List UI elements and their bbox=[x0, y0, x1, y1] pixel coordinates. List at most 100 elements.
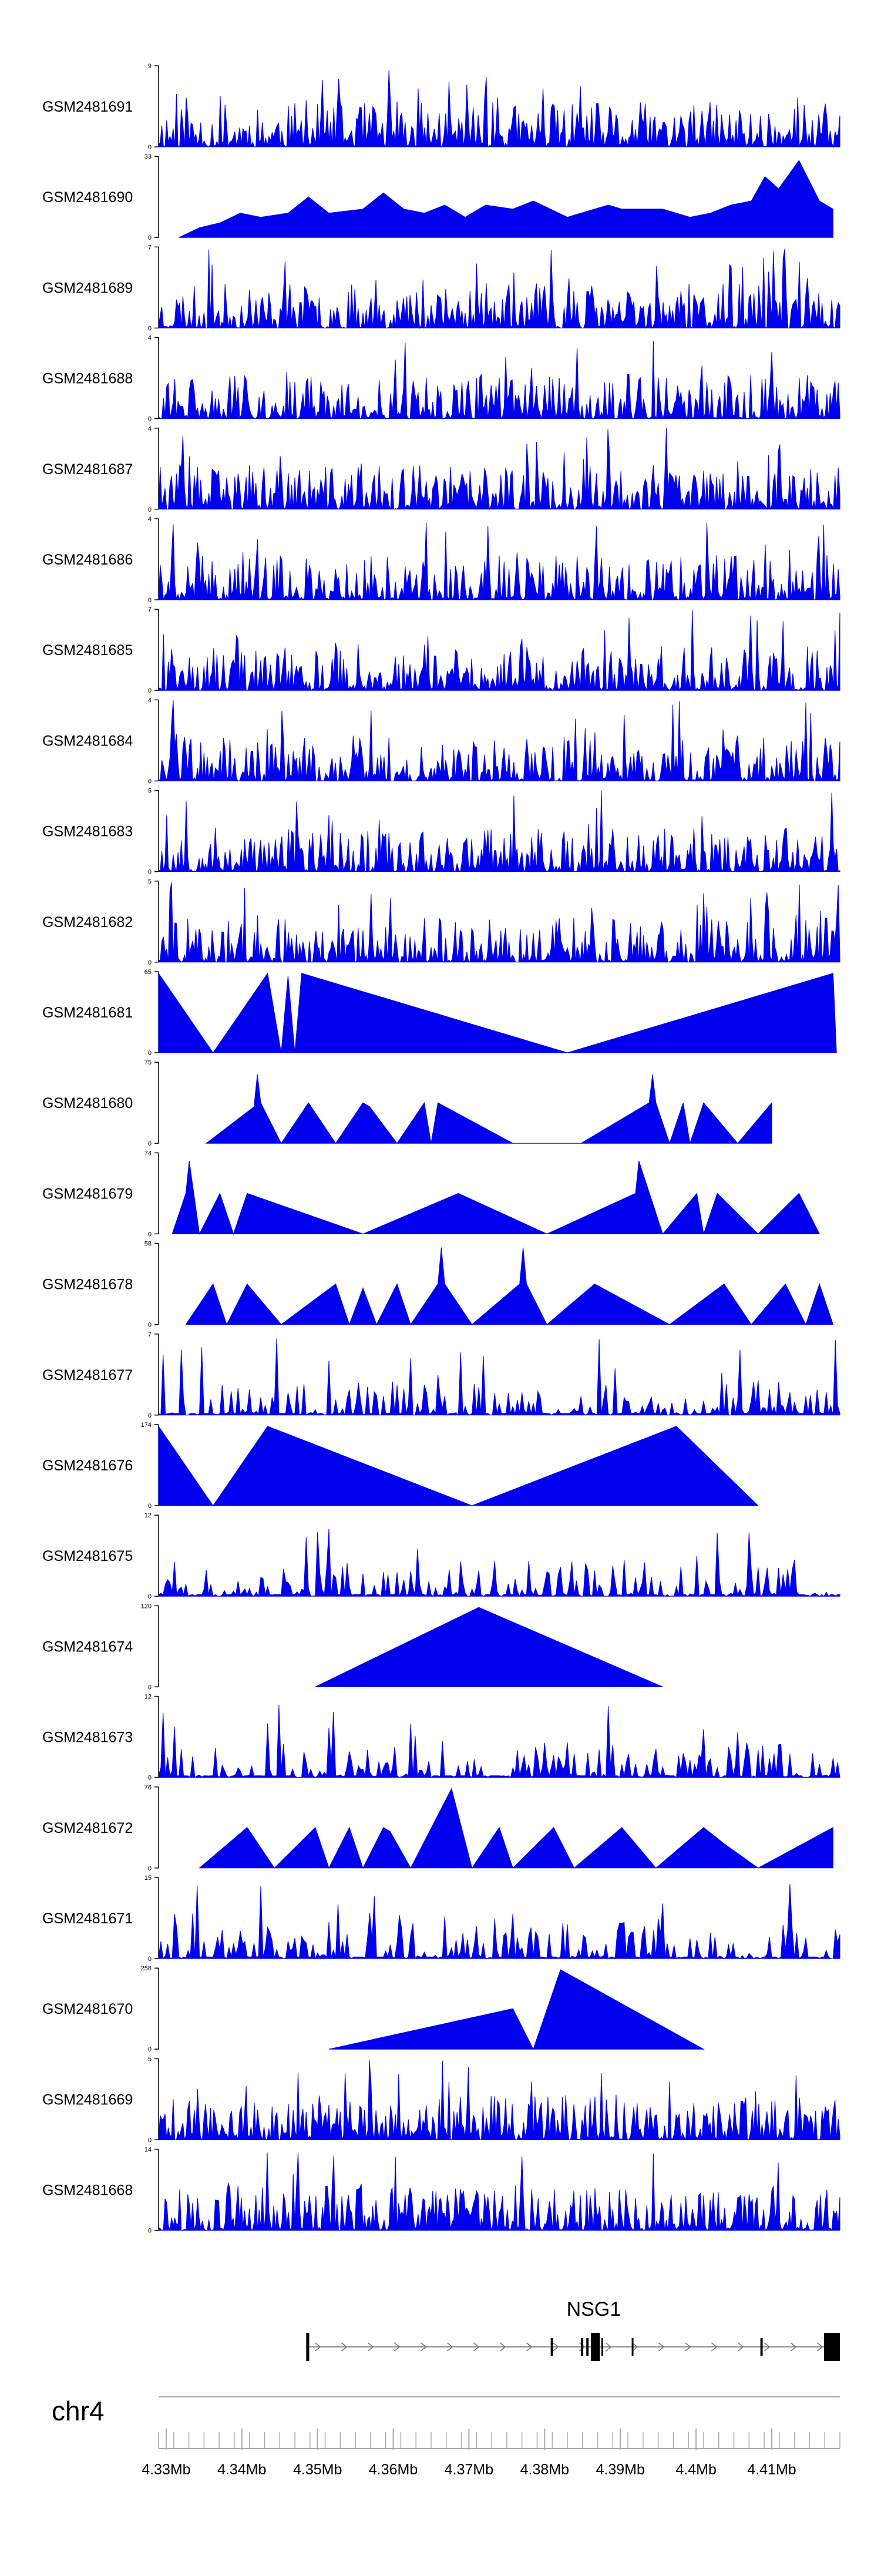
track-GSM2481668: GSM2481668 14 0 bbox=[42, 2147, 840, 2235]
gene-exon bbox=[586, 2338, 589, 2356]
track-GSM2481678: GSM2481678 58 0 bbox=[42, 1241, 834, 1329]
y-tick-label-max: 5 bbox=[148, 788, 152, 795]
y-tick-label-max: 65 bbox=[144, 969, 152, 976]
gene-exon bbox=[601, 2338, 603, 2356]
coverage-area bbox=[158, 70, 840, 148]
track-GSM2481685: GSM2481685 7 0 bbox=[42, 606, 840, 694]
strand-chevron-icon bbox=[420, 2342, 427, 2352]
strand-chevron-icon bbox=[711, 2342, 718, 2352]
strand-chevron-icon bbox=[631, 2342, 638, 2352]
y-tick-label-min: 0 bbox=[148, 2046, 152, 2053]
y-tick-label-min: 0 bbox=[148, 506, 152, 513]
genome-axis: chr4 4.33Mb 4.34Mb 4.35Mb 4.36Mb 4.37Mb 4.38Mb… bbox=[52, 2396, 840, 2478]
strand-chevron-icon bbox=[737, 2342, 744, 2352]
y-tick-label-min: 0 bbox=[148, 1684, 152, 1691]
track-GSM2481683: GSM2481683 5 0 bbox=[42, 788, 840, 876]
track-label: GSM2481684 bbox=[42, 733, 133, 749]
strand-chevron-icon bbox=[790, 2342, 797, 2352]
coverage-area bbox=[172, 1161, 821, 1235]
coverage-area bbox=[158, 700, 840, 782]
chromosome-label: chr4 bbox=[52, 2396, 104, 2426]
coverage-area bbox=[158, 1425, 759, 1506]
gene-exon bbox=[590, 2333, 600, 2361]
coverage-area bbox=[158, 1884, 840, 1960]
gene-model-NSG1: NSG1 bbox=[306, 2298, 840, 2361]
x-tick-label: 4.38Mb bbox=[520, 2461, 569, 2478]
coverage-area bbox=[158, 2060, 840, 2141]
coverage-area bbox=[179, 160, 833, 238]
y-tick-label-max: 4 bbox=[148, 697, 152, 704]
track-GSM2481671: GSM2481671 15 0 bbox=[42, 1875, 840, 1963]
track-label: GSM2481671 bbox=[42, 1910, 133, 1927]
y-tick-label-min: 0 bbox=[148, 959, 152, 966]
x-tick-label: 4.39Mb bbox=[596, 2461, 645, 2478]
strand-chevron-icon bbox=[499, 2342, 506, 2352]
coverage-area bbox=[315, 1607, 663, 1687]
track-label: GSM2481669 bbox=[42, 2091, 133, 2108]
track-label: GSM2481685 bbox=[42, 642, 133, 659]
y-tick-label-max: 7 bbox=[148, 244, 152, 251]
x-tick-label: 4.37Mb bbox=[445, 2461, 493, 2478]
track-GSM2481684: GSM2481684 4 0 bbox=[42, 697, 840, 785]
track-label: GSM2481679 bbox=[42, 1185, 133, 1202]
track-GSM2481682: GSM2481682 5 0 bbox=[42, 878, 840, 966]
gene-exon bbox=[581, 2338, 584, 2356]
x-tick-label: 4.33Mb bbox=[142, 2461, 190, 2478]
y-tick-label-min: 0 bbox=[148, 687, 152, 694]
track-label: GSM2481681 bbox=[42, 1005, 133, 1021]
y-tick-label-min: 0 bbox=[148, 1956, 152, 1963]
coverage-area bbox=[328, 1969, 705, 2050]
y-tick-label-max: 12 bbox=[144, 1694, 152, 1701]
track-GSM2481669: GSM2481669 5 0 bbox=[42, 2056, 840, 2144]
coverage-area bbox=[158, 522, 840, 601]
strand-chevron-icon bbox=[394, 2342, 401, 2352]
strand-chevron-icon bbox=[473, 2342, 480, 2352]
y-tick-label-max: 4 bbox=[148, 516, 152, 523]
coverage-area bbox=[158, 609, 840, 692]
gene-exon bbox=[760, 2338, 763, 2356]
strand-chevron-icon bbox=[526, 2342, 533, 2352]
track-label: GSM2481690 bbox=[42, 189, 133, 206]
track-label: GSM2481670 bbox=[42, 2001, 133, 2017]
coverage-area bbox=[158, 1529, 840, 1598]
track-GSM2481687: GSM2481687 4 0 bbox=[42, 425, 840, 513]
track-label: GSM2481672 bbox=[42, 1820, 133, 1836]
track-label: GSM2481689 bbox=[42, 280, 133, 296]
coverage-area bbox=[158, 791, 840, 873]
y-tick-label-min: 0 bbox=[148, 778, 152, 785]
track-GSM2481673: GSM2481673 12 0 bbox=[42, 1694, 840, 1782]
y-tick-label-min: 0 bbox=[148, 1593, 152, 1600]
y-tick-label-min: 0 bbox=[148, 234, 152, 241]
track-GSM2481670: GSM2481670 258 0 bbox=[42, 1965, 705, 2053]
coverage-area bbox=[185, 1247, 834, 1326]
track-label: GSM2481673 bbox=[42, 1729, 133, 1746]
y-tick-label-max: 5 bbox=[148, 878, 152, 885]
track-label: GSM2481683 bbox=[42, 824, 133, 840]
strand-chevron-icon bbox=[314, 2342, 321, 2352]
strand-chevron-icon bbox=[764, 2342, 771, 2352]
y-tick-label-max: 7 bbox=[148, 606, 152, 613]
y-tick-label-max: 120 bbox=[141, 1603, 152, 1610]
track-GSM2481688: GSM2481688 4 0 bbox=[42, 335, 840, 423]
y-tick-label-max: 258 bbox=[141, 1965, 152, 1972]
coverage-area bbox=[158, 972, 837, 1053]
y-tick-label-max: 74 bbox=[144, 1150, 152, 1157]
track-GSM2481681: GSM2481681 65 0 bbox=[42, 969, 837, 1057]
y-tick-label-max: 5 bbox=[148, 2056, 152, 2063]
track-GSM2481679: GSM2481679 74 0 bbox=[42, 1150, 821, 1238]
gene-exon bbox=[306, 2333, 310, 2361]
y-tick-label-max: 4 bbox=[148, 335, 152, 342]
y-tick-label-min: 0 bbox=[148, 1775, 152, 1782]
y-tick-label-min: 0 bbox=[148, 1503, 152, 1510]
strand-chevron-icon bbox=[816, 2342, 823, 2352]
track-label: GSM2481674 bbox=[42, 1638, 133, 1655]
y-tick-label-max: 58 bbox=[144, 1241, 152, 1248]
track-GSM2481677: GSM2481677 7 0 bbox=[42, 1331, 840, 1419]
strand-chevron-icon bbox=[552, 2342, 559, 2352]
track-GSM2481691: GSM2481691 9 0 bbox=[42, 63, 840, 151]
strand-chevron-icon bbox=[446, 2342, 453, 2352]
x-tick-label: 4.41Mb bbox=[747, 2461, 796, 2478]
track-GSM2481690: GSM2481690 33 0 bbox=[42, 153, 833, 241]
y-tick-label-min: 0 bbox=[148, 1140, 152, 1147]
